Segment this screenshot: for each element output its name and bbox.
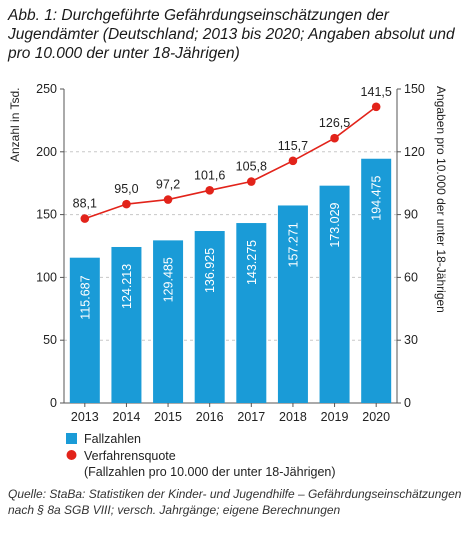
line-point-label: 141,5: [361, 85, 392, 99]
line-point: [163, 195, 173, 204]
line-point-label: 105,8: [236, 160, 267, 174]
line-point-label: 115,7: [278, 139, 308, 153]
y2-tick-label: 150: [404, 82, 425, 96]
line-point: [122, 199, 131, 209]
x-tick-label: 2016: [196, 410, 224, 424]
x-tick-label: 2013: [71, 410, 99, 424]
chart-title: Abb. 1: Durchgeführte Gefährdungseinschä…: [8, 7, 455, 62]
y2-tick-label: 60: [404, 270, 418, 284]
line-point-label: 126,5: [319, 116, 350, 130]
y2-tick-label: 90: [404, 208, 418, 222]
line-point: [371, 102, 381, 112]
bar: [111, 246, 142, 403]
y-tick-label: 100: [36, 270, 57, 284]
y-tick-label: 200: [36, 145, 57, 159]
line-point-label: 97,2: [156, 178, 180, 192]
series-line: [84, 106, 377, 220]
line-point: [288, 156, 298, 166]
bar: [69, 257, 100, 403]
bar-value-label: 173.029: [328, 202, 342, 247]
legend-swatch-bar: [66, 433, 77, 444]
line-point-label: 101,6: [194, 168, 225, 182]
x-tick-label: 2018: [279, 410, 307, 424]
x-tick-label: 2017: [237, 410, 265, 424]
y2-axis-label: Angaben pro 10.000 der unter 18-Jährigen: [434, 86, 448, 313]
legend-swatch-line: [66, 450, 77, 460]
bar-value-label: 124.213: [120, 264, 134, 309]
bar: [319, 185, 350, 403]
source-note: Quelle: StaBa: Statistiken der Kinder- u…: [8, 487, 462, 517]
line-point-label: 95,0: [114, 182, 138, 196]
bar-value-label: 115.687: [78, 275, 92, 319]
bar-value-label: 143.275: [245, 240, 259, 285]
line-point: [80, 214, 90, 223]
y-tick-label: 50: [43, 333, 57, 347]
bar: [361, 158, 392, 403]
y-tick-label: 250: [36, 82, 57, 96]
legend-label: (Fallzahlen pro 10.000 der unter 18-Jähr…: [84, 465, 336, 479]
line-point: [247, 177, 256, 186]
line-point: [205, 186, 214, 195]
bar: [277, 205, 308, 403]
x-tick-label: 2020: [362, 410, 390, 424]
y2-tick-label: 120: [404, 145, 425, 159]
bar-value-label: 129.485: [162, 257, 176, 302]
y2-tick-label: 0: [404, 396, 411, 410]
bar: [153, 240, 184, 403]
y-tick-label: 0: [50, 396, 57, 410]
x-tick-label: 2019: [321, 410, 349, 424]
x-tick-label: 2014: [113, 410, 141, 424]
bar: [194, 231, 225, 403]
line-point-label: 88,1: [73, 197, 97, 211]
y-tick-label: 150: [36, 208, 57, 222]
bar: [236, 223, 267, 403]
y2-tick-label: 30: [404, 333, 418, 347]
bar-value-label: 157.271: [286, 222, 300, 267]
line-point: [330, 133, 339, 143]
bar-value-label: 194.475: [370, 176, 384, 221]
y-axis-label: Anzahl in Tsd.: [8, 88, 22, 163]
x-tick-label: 2015: [154, 410, 182, 424]
legend-label: Fallzahlen: [84, 432, 141, 446]
bar-value-label: 136.925: [203, 248, 217, 293]
legend-label: Verfahrensquote: [84, 449, 176, 463]
